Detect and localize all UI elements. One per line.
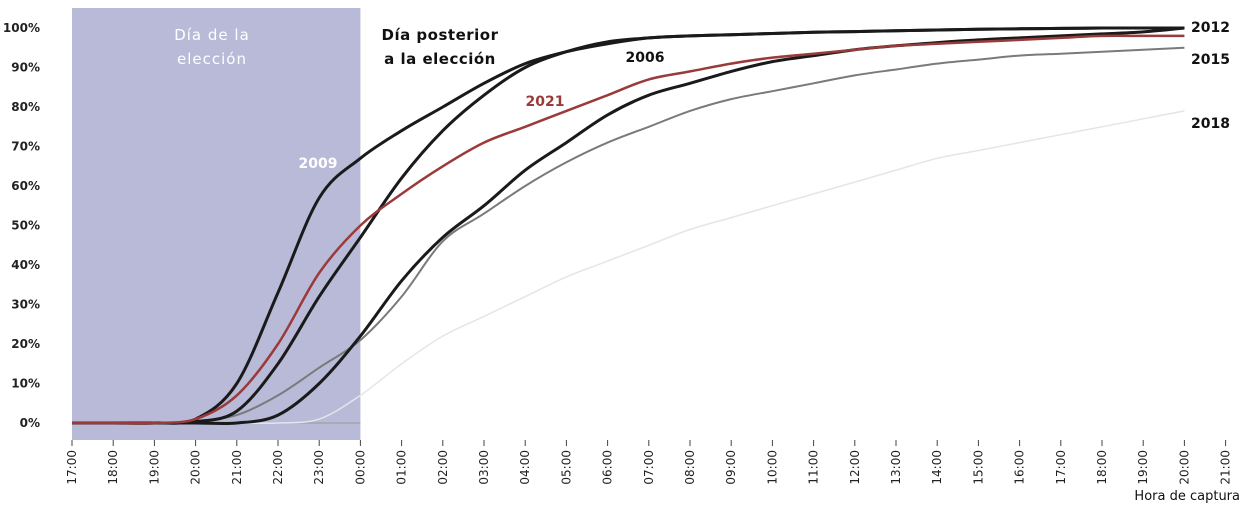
y-tick-label: 0% [20, 416, 40, 430]
x-tick-label: 15:00 [971, 450, 985, 485]
x-tick-label: 13:00 [889, 450, 903, 485]
x-tick-label: 19:00 [1136, 450, 1150, 485]
x-tick-label: 02:00 [436, 450, 450, 485]
y-tick-label: 60% [11, 179, 40, 193]
x-tick-label: 17:00 [1054, 450, 1068, 485]
series-label-2021: 2021 [526, 94, 565, 110]
series-line-2009 [72, 26, 1185, 425]
y-tick-label: 100% [3, 21, 40, 35]
x-tick-label: 06:00 [601, 450, 615, 485]
x-axis-title: Hora de captura [1134, 489, 1240, 504]
series-label-2018: 2018 [1191, 116, 1230, 132]
series-label-2012: 2012 [1191, 20, 1230, 36]
y-tick-label: 30% [11, 298, 40, 312]
x-tick-label: 19:00 [147, 450, 161, 485]
x-tick-label: 01:00 [395, 450, 409, 485]
y-tick-label: 70% [11, 140, 40, 154]
x-tick-label: 16:00 [1013, 450, 1027, 485]
series-line-2012 [72, 26, 1185, 426]
series-line-2018 [72, 110, 1185, 425]
x-tick-label: 05:00 [559, 450, 573, 485]
series-label-2006: 2006 [626, 50, 665, 66]
x-tick-label: 23:00 [312, 450, 326, 485]
x-tick-label: 18:00 [1095, 450, 1109, 485]
x-tick-label: 20:00 [1177, 450, 1191, 485]
post-election-label: Día posterior [382, 26, 499, 44]
election-day-shade [72, 8, 361, 440]
election-day-label: Día de la [174, 26, 250, 44]
x-tick-label: 11:00 [807, 450, 821, 485]
x-tick-label: 10:00 [765, 450, 779, 485]
x-tick-label: 00:00 [353, 450, 367, 485]
series-line-2015 [72, 46, 1185, 425]
x-tick-label: 09:00 [724, 450, 738, 485]
x-tick-label: 17:00 [65, 450, 79, 485]
series-label-2015: 2015 [1191, 52, 1230, 68]
x-tick-label: 07:00 [642, 450, 656, 485]
y-tick-label: 80% [11, 100, 40, 114]
series-line-2021 [72, 34, 1185, 425]
y-tick-label: 20% [11, 337, 40, 351]
x-tick-label: 14:00 [930, 450, 944, 485]
x-tick-label: 21:00 [230, 450, 244, 485]
post-election-label: a la elección [384, 50, 496, 68]
election-day-label: elección [177, 50, 247, 68]
y-tick-label: 50% [11, 219, 40, 233]
x-tick-label: 03:00 [477, 450, 491, 485]
x-tick-label: 21:00 [1219, 450, 1233, 485]
x-tick-label: 12:00 [848, 450, 862, 485]
x-tick-label: 04:00 [518, 450, 532, 485]
x-tick-label: 08:00 [683, 450, 697, 485]
y-tick-label: 10% [11, 377, 40, 391]
x-tick-label: 22:00 [271, 450, 285, 485]
y-tick-label: 90% [11, 61, 40, 75]
series-label-2009: 2009 [299, 156, 338, 172]
x-tick-label: 18:00 [106, 450, 120, 485]
y-tick-label: 40% [11, 258, 40, 272]
x-tick-label: 20:00 [189, 450, 203, 485]
